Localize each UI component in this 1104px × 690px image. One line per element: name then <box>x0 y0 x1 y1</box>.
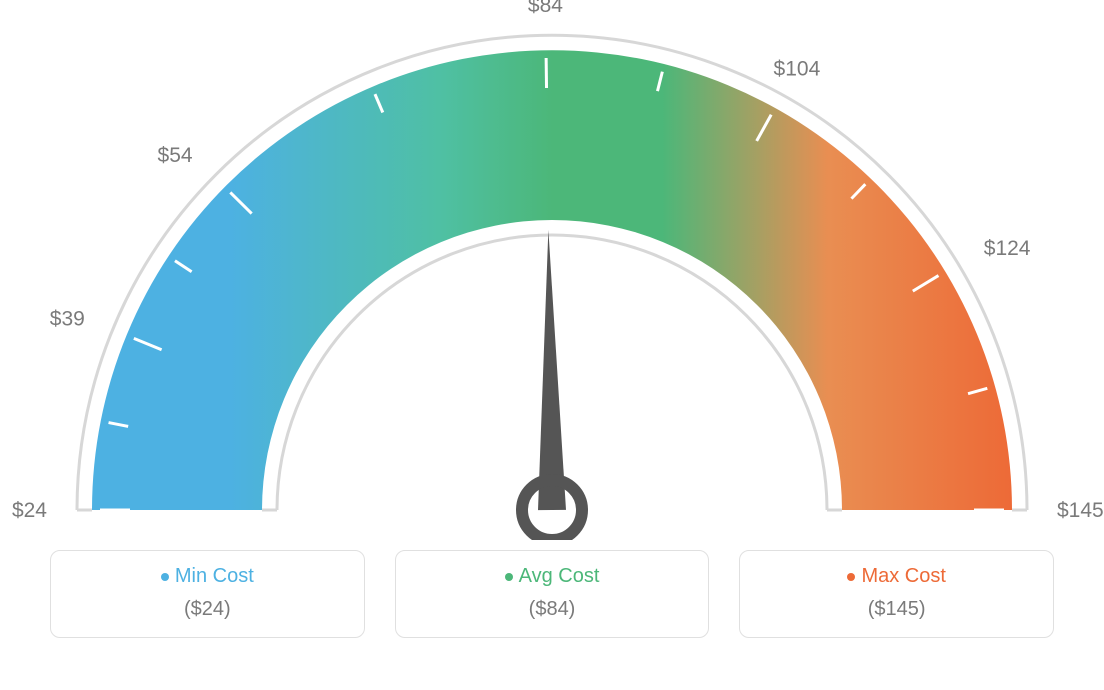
gauge-needle <box>538 230 566 510</box>
legend-dot-icon <box>847 573 855 581</box>
legend-value: ($145) <box>740 598 1053 621</box>
legend-dot-icon <box>505 573 513 581</box>
gauge-tick-label: $39 <box>50 307 85 330</box>
cost-gauge: $24 $39 $54 $84 $104 $124 $145 <box>0 0 1104 540</box>
gauge-svg: $24 $39 $54 $84 $104 $124 $145 <box>0 0 1104 540</box>
gauge-tick-label: $124 <box>984 237 1031 260</box>
legend-row: Min Cost ($24) Avg Cost ($84) Max Cost ($145) <box>0 550 1104 638</box>
legend-label: Min Cost <box>175 565 254 587</box>
legend-value: ($84) <box>396 598 709 621</box>
gauge-tick-label: $84 <box>528 0 563 17</box>
gauge-tick-label: $54 <box>158 144 193 167</box>
legend-dot-icon <box>161 573 169 581</box>
legend-title: Max Cost <box>740 565 1053 588</box>
legend-box: Min Cost ($24) <box>50 550 365 638</box>
gauge-tick-label: $24 <box>12 499 47 522</box>
legend-box: Avg Cost ($84) <box>395 550 710 638</box>
legend-title: Min Cost <box>51 565 364 588</box>
gauge-tick-label: $145 <box>1057 499 1104 522</box>
legend-box: Max Cost ($145) <box>739 550 1054 638</box>
legend-title: Avg Cost <box>396 565 709 588</box>
gauge-tick-label: $104 <box>774 57 821 80</box>
legend-label: Max Cost <box>861 565 945 587</box>
legend-value: ($24) <box>51 598 364 621</box>
legend-label: Avg Cost <box>519 565 600 587</box>
